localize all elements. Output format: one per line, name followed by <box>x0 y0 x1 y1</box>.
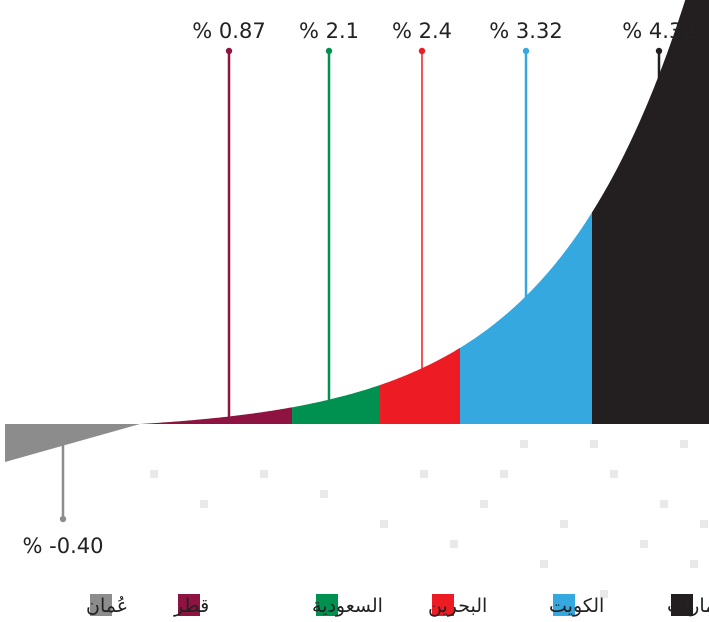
background-dot <box>590 440 598 448</box>
area-segment <box>292 385 380 424</box>
leader-dot <box>418 47 426 55</box>
background-dot <box>320 490 328 498</box>
value-label: % 2.1 <box>299 19 359 43</box>
legend-label: البحرين <box>428 595 487 617</box>
leader-dot <box>522 47 530 55</box>
value-labels: % -0.40 % 0.87 % 2.1 % 2.4 % 3.32 % 4.32 <box>23 19 696 558</box>
value-label: % 4.32 <box>622 19 695 43</box>
background-dot <box>690 560 698 568</box>
background-dot <box>480 500 488 508</box>
area-segment <box>5 424 140 462</box>
value-label: % -0.40 <box>23 534 104 558</box>
legend-label: الإمارات <box>667 595 709 617</box>
legend-swatch <box>316 594 338 616</box>
chart-areas <box>5 0 709 462</box>
legend-swatch <box>671 594 693 616</box>
background-dot <box>660 500 668 508</box>
leader-dot <box>655 47 663 55</box>
legend-label: الكويت <box>549 595 604 617</box>
background-dot <box>150 470 158 478</box>
background-dot <box>540 560 548 568</box>
background-dot <box>640 540 648 548</box>
area-segment <box>592 0 709 424</box>
legend: الإمارات الكويت البحرين السعودية قطر عُمان <box>86 594 709 617</box>
legend-label: عُمان <box>86 595 128 617</box>
area-segment <box>460 212 592 424</box>
background-dot <box>420 470 428 478</box>
legend-swatch <box>432 594 454 616</box>
value-label: % 0.87 <box>192 19 265 43</box>
leader-dot <box>225 47 233 55</box>
legend-swatch <box>178 594 200 616</box>
background-dot <box>520 440 528 448</box>
value-label: % 2.4 <box>392 19 452 43</box>
background-dot <box>600 590 608 598</box>
legend-label: قطر <box>173 595 209 617</box>
background-dot <box>200 500 208 508</box>
leader-dot <box>325 47 333 55</box>
legend-swatch <box>553 594 575 616</box>
background-dot <box>700 520 708 528</box>
area-segment <box>380 347 460 424</box>
background-dot <box>560 520 568 528</box>
background-dot <box>260 470 268 478</box>
background-dot <box>450 540 458 548</box>
value-label: % 3.32 <box>489 19 562 43</box>
value-leaders <box>59 47 663 523</box>
legend-swatch <box>90 594 112 616</box>
background-dot <box>610 470 618 478</box>
background-dot <box>380 520 388 528</box>
legend-label: السعودية <box>312 595 383 617</box>
background-dot <box>680 440 688 448</box>
background-dot <box>500 470 508 478</box>
area-segment <box>140 407 292 424</box>
background-dots <box>150 440 708 598</box>
leader-dot <box>59 515 67 523</box>
